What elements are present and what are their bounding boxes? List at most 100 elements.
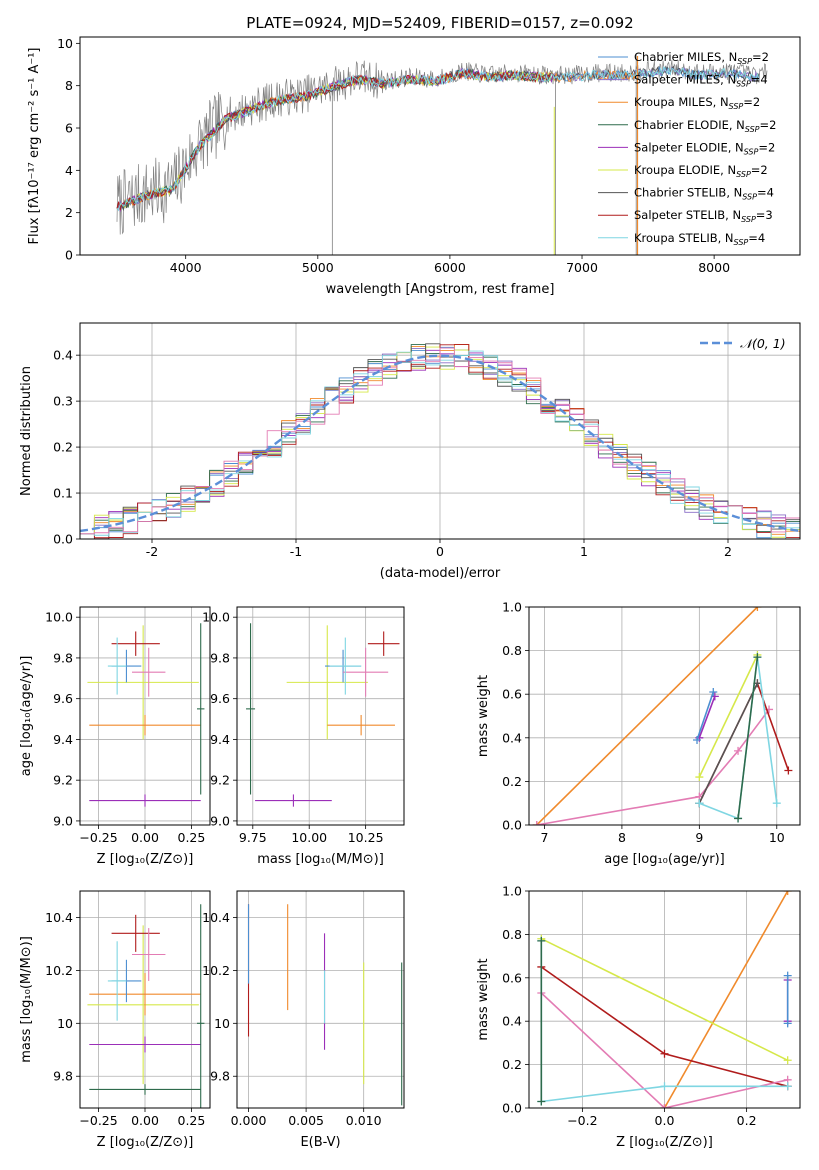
weight-line (540, 937, 789, 1062)
x-axis-label: age [log₁₀(age/yr)] (604, 852, 725, 867)
age-vs-metallicity-plot: −0.25 0.00 0.25 9.0 9.2 9.4 9.6 9.8 10.0 Z [log₁₀… (19, 606, 211, 867)
axes-frame (528, 606, 801, 826)
figure-title: PLATE=0924, MJD=52409, FIBERID=0157, z=0… (246, 14, 633, 32)
x-axis-label: mass [log₁₀(M/M⊙)] (257, 852, 384, 867)
y-tick-label: 0.4 (502, 730, 522, 745)
y-tick-label: 10.0 (45, 610, 73, 625)
plot-area (537, 891, 792, 1108)
x-tick-label: −0.25 (79, 1113, 117, 1128)
y-tick-label: 10.2 (45, 963, 73, 978)
y-tick-label: 0.0 (502, 1101, 522, 1116)
plot-area (80, 343, 800, 539)
spectrum-legend: Chabrier MILES, NSSP=2 Salpeter MILES, NS… (598, 50, 776, 247)
y-tick-label: 0.1 (53, 486, 73, 501)
x-tick-label: 0.000 (231, 1113, 267, 1128)
y-tick-label: 1.0 (502, 884, 522, 899)
axes-frame (79, 606, 211, 826)
weight-marker (783, 971, 792, 980)
weight-marker (695, 799, 704, 808)
weight-marker (695, 773, 704, 782)
legend-entry: Kroupa ELODIE, NSSP=2 (634, 163, 768, 179)
x-tick-label: 0.25 (178, 830, 206, 845)
x-axis-label: Z [log₁₀(Z/Z⊙)] (97, 1135, 194, 1150)
weight-marker (537, 936, 546, 945)
mass-vs-ebv-plot: 0.000 0.005 0.010 9.8 10 10.2 10.4 E(B-V) (202, 890, 405, 1150)
legend-entry: Salpeter STELIB, NSSP=3 (634, 208, 773, 224)
legend-entry: Chabrier STELIB, NSSP=4 (634, 186, 774, 202)
y-axis-label: Normed distribution (19, 366, 34, 496)
residual-histogram-plot: -2 -1 0 1 2 0.0 0.1 0.2 0.3 0.4 (data-model)/error… (19, 322, 801, 581)
x-axis-label: (data-model)/error (380, 566, 501, 581)
y-tick-label: 9.0 (210, 813, 230, 828)
x-tick-label: 0.2 (737, 1113, 757, 1128)
weight-line (536, 607, 758, 825)
x-tick-label: −0.2 (567, 1113, 597, 1128)
y-tick-label: 9.4 (210, 732, 230, 747)
weight-vs-age-plot: 7 8 9 10 0.0 0.2 0.4 0.6 0.8 1.0 age [log₁₀(age/yr… (476, 600, 801, 867)
weight-marker (753, 653, 762, 662)
x-tick-label: −0.25 (79, 830, 117, 845)
x-tick-label: 0.00 (131, 1113, 159, 1128)
y-tick-label: 0.8 (502, 643, 522, 658)
y-tick-label: 9.2 (210, 773, 230, 788)
x-tick-label: 0.00 (131, 830, 159, 845)
gaussian-curve (80, 354, 800, 533)
legend-entry: 𝒩(0, 1) (740, 336, 786, 351)
y-tick-label: 9.4 (53, 732, 73, 747)
x-tick-label: 8 (618, 830, 626, 845)
weight-marker (783, 1082, 792, 1091)
legend-entry: Salpeter ELODIE, NSSP=2 (634, 140, 775, 156)
y-tick-label: 2 (65, 205, 73, 220)
y-tick-label: 4 (65, 163, 73, 178)
grid-lines (80, 607, 210, 825)
weight-marker (783, 891, 792, 895)
y-tick-label: 10 (57, 36, 73, 51)
legend-entry: Chabrier ELODIE, NSSP=2 (634, 118, 776, 134)
weight-line (698, 682, 759, 804)
x-tick-label: 4000 (170, 260, 202, 275)
y-tick-label: 9.8 (210, 1069, 230, 1084)
y-tick-label: 9.8 (53, 1069, 73, 1084)
weight-marker (734, 814, 743, 823)
y-tick-label: 0.6 (502, 687, 522, 702)
weight-line (536, 709, 770, 825)
y-axis-label: mass weight (476, 675, 491, 757)
y-tick-label: 10.4 (202, 910, 230, 925)
grid-lines (237, 607, 404, 825)
y-tick-label: 0.0 (502, 818, 522, 833)
y-axis-label: Flux [fλ10⁻¹⁷ erg cm⁻² s⁻¹ A⁻¹] (27, 48, 42, 245)
legend-entry: Kroupa STELIB, NSSP=4 (634, 231, 765, 247)
y-tick-label: 0.0 (53, 532, 73, 547)
x-tick-label: -1 (290, 544, 302, 559)
y-tick-label: 0.2 (53, 440, 73, 455)
x-tick-label: 2 (724, 544, 732, 559)
model-fit-line (116, 68, 554, 211)
weight-vs-metallicity-plot: −0.2 0.0 0.2 0.0 0.2 0.4 0.6 0.8 1.0 Z [log₁₀(Z/Z… (476, 884, 801, 1150)
y-tick-label: 0 (65, 248, 73, 263)
x-tick-label: 8000 (698, 260, 730, 275)
legend-entry: Kroupa MILES, NSSP=2 (634, 95, 760, 111)
x-axis-label: Z [log₁₀(Z/Z⊙)] (97, 852, 194, 867)
grid-lines (237, 891, 404, 1108)
residual-histogram-step (80, 347, 800, 535)
y-tick-label: 9.6 (210, 691, 230, 706)
weight-line (663, 891, 789, 1108)
age-vs-mass-plot: 9.75 10.00 10.25 9.0 9.2 9.4 9.6 9.8 10.0 mass [l… (202, 606, 405, 867)
weight-marker (783, 1019, 792, 1028)
x-tick-label: 10.25 (348, 830, 384, 845)
x-tick-label: 0.25 (178, 1113, 206, 1128)
y-tick-label: 0.8 (502, 927, 522, 942)
weight-marker (753, 607, 762, 611)
x-tick-label: 6000 (434, 260, 466, 275)
y-tick-label: 0.2 (502, 1057, 522, 1072)
weight-marker (660, 1049, 669, 1058)
y-tick-label: 0.4 (53, 348, 73, 363)
model-fit-line (116, 70, 554, 209)
y-tick-label: 8 (65, 78, 73, 93)
weight-marker (537, 1097, 546, 1106)
axes-frame (79, 322, 801, 540)
weight-marker (784, 766, 793, 775)
weight-line (698, 696, 716, 739)
y-tick-label: 10.0 (202, 610, 230, 625)
